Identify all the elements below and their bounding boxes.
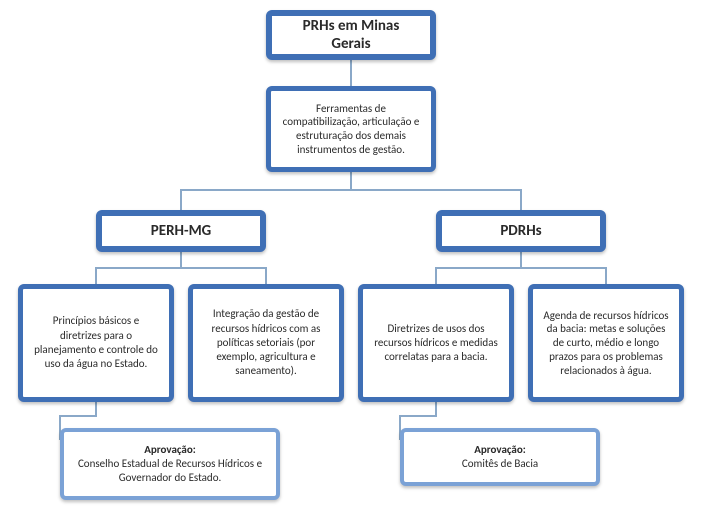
- approval-pdrhs-text: Comitês de Bacia: [414, 457, 586, 471]
- connector: [521, 252, 606, 284]
- node-perh-right-text: Integração da gestão de recursos hídrico…: [203, 307, 329, 378]
- node-tools: Ferramentas de compatibilização, articul…: [266, 86, 436, 172]
- node-pdrhs-right: Agenda de recursos hídricos da bacia: me…: [528, 284, 684, 402]
- connector: [351, 172, 521, 210]
- node-pdrhs-right-text: Agenda de recursos hídricos da bacia: me…: [543, 309, 669, 378]
- node-root: PRHs em Minas Gerais: [266, 10, 436, 60]
- connector: [181, 172, 351, 210]
- node-pdrhs-left-text: Diretrizes de usos dos recursos hídricos…: [373, 322, 499, 365]
- node-perh-right: Integração da gestão de recursos hídrico…: [188, 284, 344, 402]
- node-perh-text: PERH-MG: [112, 222, 250, 240]
- node-approval-perh: Aprovação: Conselho Estadual de Recursos…: [60, 428, 280, 500]
- node-approval-pdrhs: Aprovação: Comitês de Bacia: [400, 428, 600, 486]
- node-root-text: PRHs em Minas Gerais: [282, 17, 420, 53]
- node-perh: PERH-MG: [96, 210, 266, 252]
- connector: [96, 252, 181, 284]
- node-approval-perh-content: Aprovação: Conselho Estadual de Recursos…: [74, 443, 266, 486]
- node-pdrhs-left: Diretrizes de usos dos recursos hídricos…: [358, 284, 514, 402]
- connector: [181, 252, 266, 284]
- connector: [436, 252, 521, 284]
- node-pdrhs: PDRHs: [436, 210, 606, 252]
- approval-pdrhs-label: Aprovação:: [414, 443, 586, 457]
- node-pdrhs-text: PDRHs: [452, 222, 590, 240]
- node-perh-left-text: Princípios básicos e diretrizes para o p…: [33, 314, 159, 371]
- node-tools-text: Ferramentas de compatibilização, articul…: [281, 102, 421, 157]
- approval-perh-text: Conselho Estadual de Recursos Hídricos e…: [74, 457, 266, 486]
- approval-perh-label: Aprovação:: [74, 443, 266, 457]
- node-perh-left: Princípios básicos e diretrizes para o p…: [18, 284, 174, 402]
- node-approval-pdrhs-content: Aprovação: Comitês de Bacia: [414, 443, 586, 472]
